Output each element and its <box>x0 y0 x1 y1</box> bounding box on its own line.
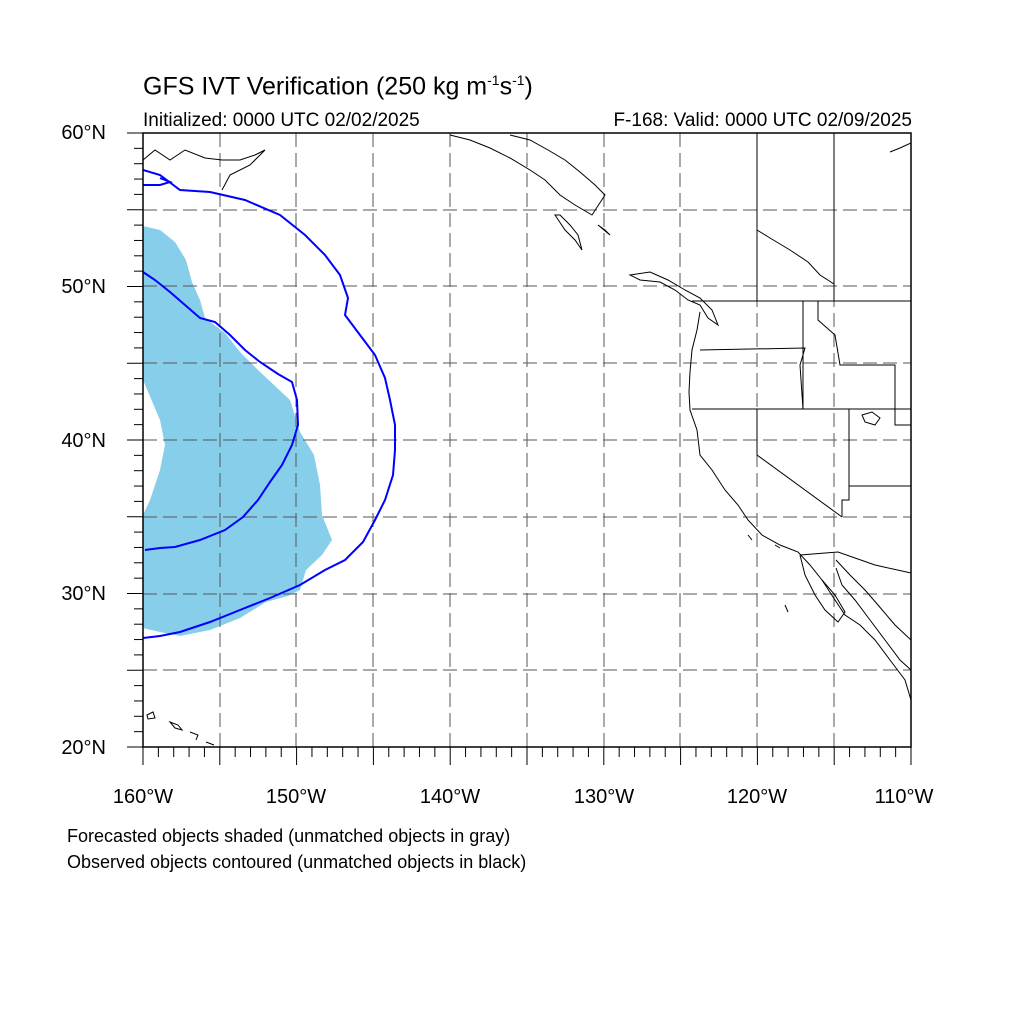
axis-ticks <box>127 132 912 765</box>
political-borders <box>692 133 912 574</box>
lat-label-40n: 40°N <box>61 430 106 452</box>
lat-label-60n: 60°N <box>61 122 106 144</box>
lat-lon-grid <box>143 133 911 747</box>
lat-label-30n: 30°N <box>61 583 106 605</box>
forecast-object-notch <box>143 380 165 515</box>
map-title: GFS IVT Verification (250 kg m-1s-1) <box>143 72 533 101</box>
lon-label-160w: 160°W <box>112 786 174 808</box>
observed-object-inner <box>143 271 300 551</box>
forecast-object-shading <box>143 226 332 636</box>
lon-label-110w: 110°W <box>874 786 934 808</box>
coastlines <box>143 134 911 746</box>
lat-label-20n: 20°N <box>61 737 106 759</box>
lon-label-140w: 140°W <box>419 786 481 808</box>
observed-contours <box>143 169 396 639</box>
lon-label-130w: 130°W <box>573 786 635 808</box>
valid-time: F-168: Valid: 0000 UTC 02/09/2025 <box>613 110 912 131</box>
observed-object-north <box>143 177 174 186</box>
initialized-time: Initialized: 0000 UTC 02/02/2025 <box>143 110 420 131</box>
observed-note: Observed objects contoured (unmatched ob… <box>67 852 527 872</box>
forecast-note: Forecasted objects shaded (unmatched obj… <box>67 826 511 846</box>
observed-object-outer <box>143 169 396 639</box>
lon-label-150w: 150°W <box>265 786 327 808</box>
lon-label-120w: 120°W <box>726 786 788 808</box>
lat-label-50n: 50°N <box>61 276 106 298</box>
